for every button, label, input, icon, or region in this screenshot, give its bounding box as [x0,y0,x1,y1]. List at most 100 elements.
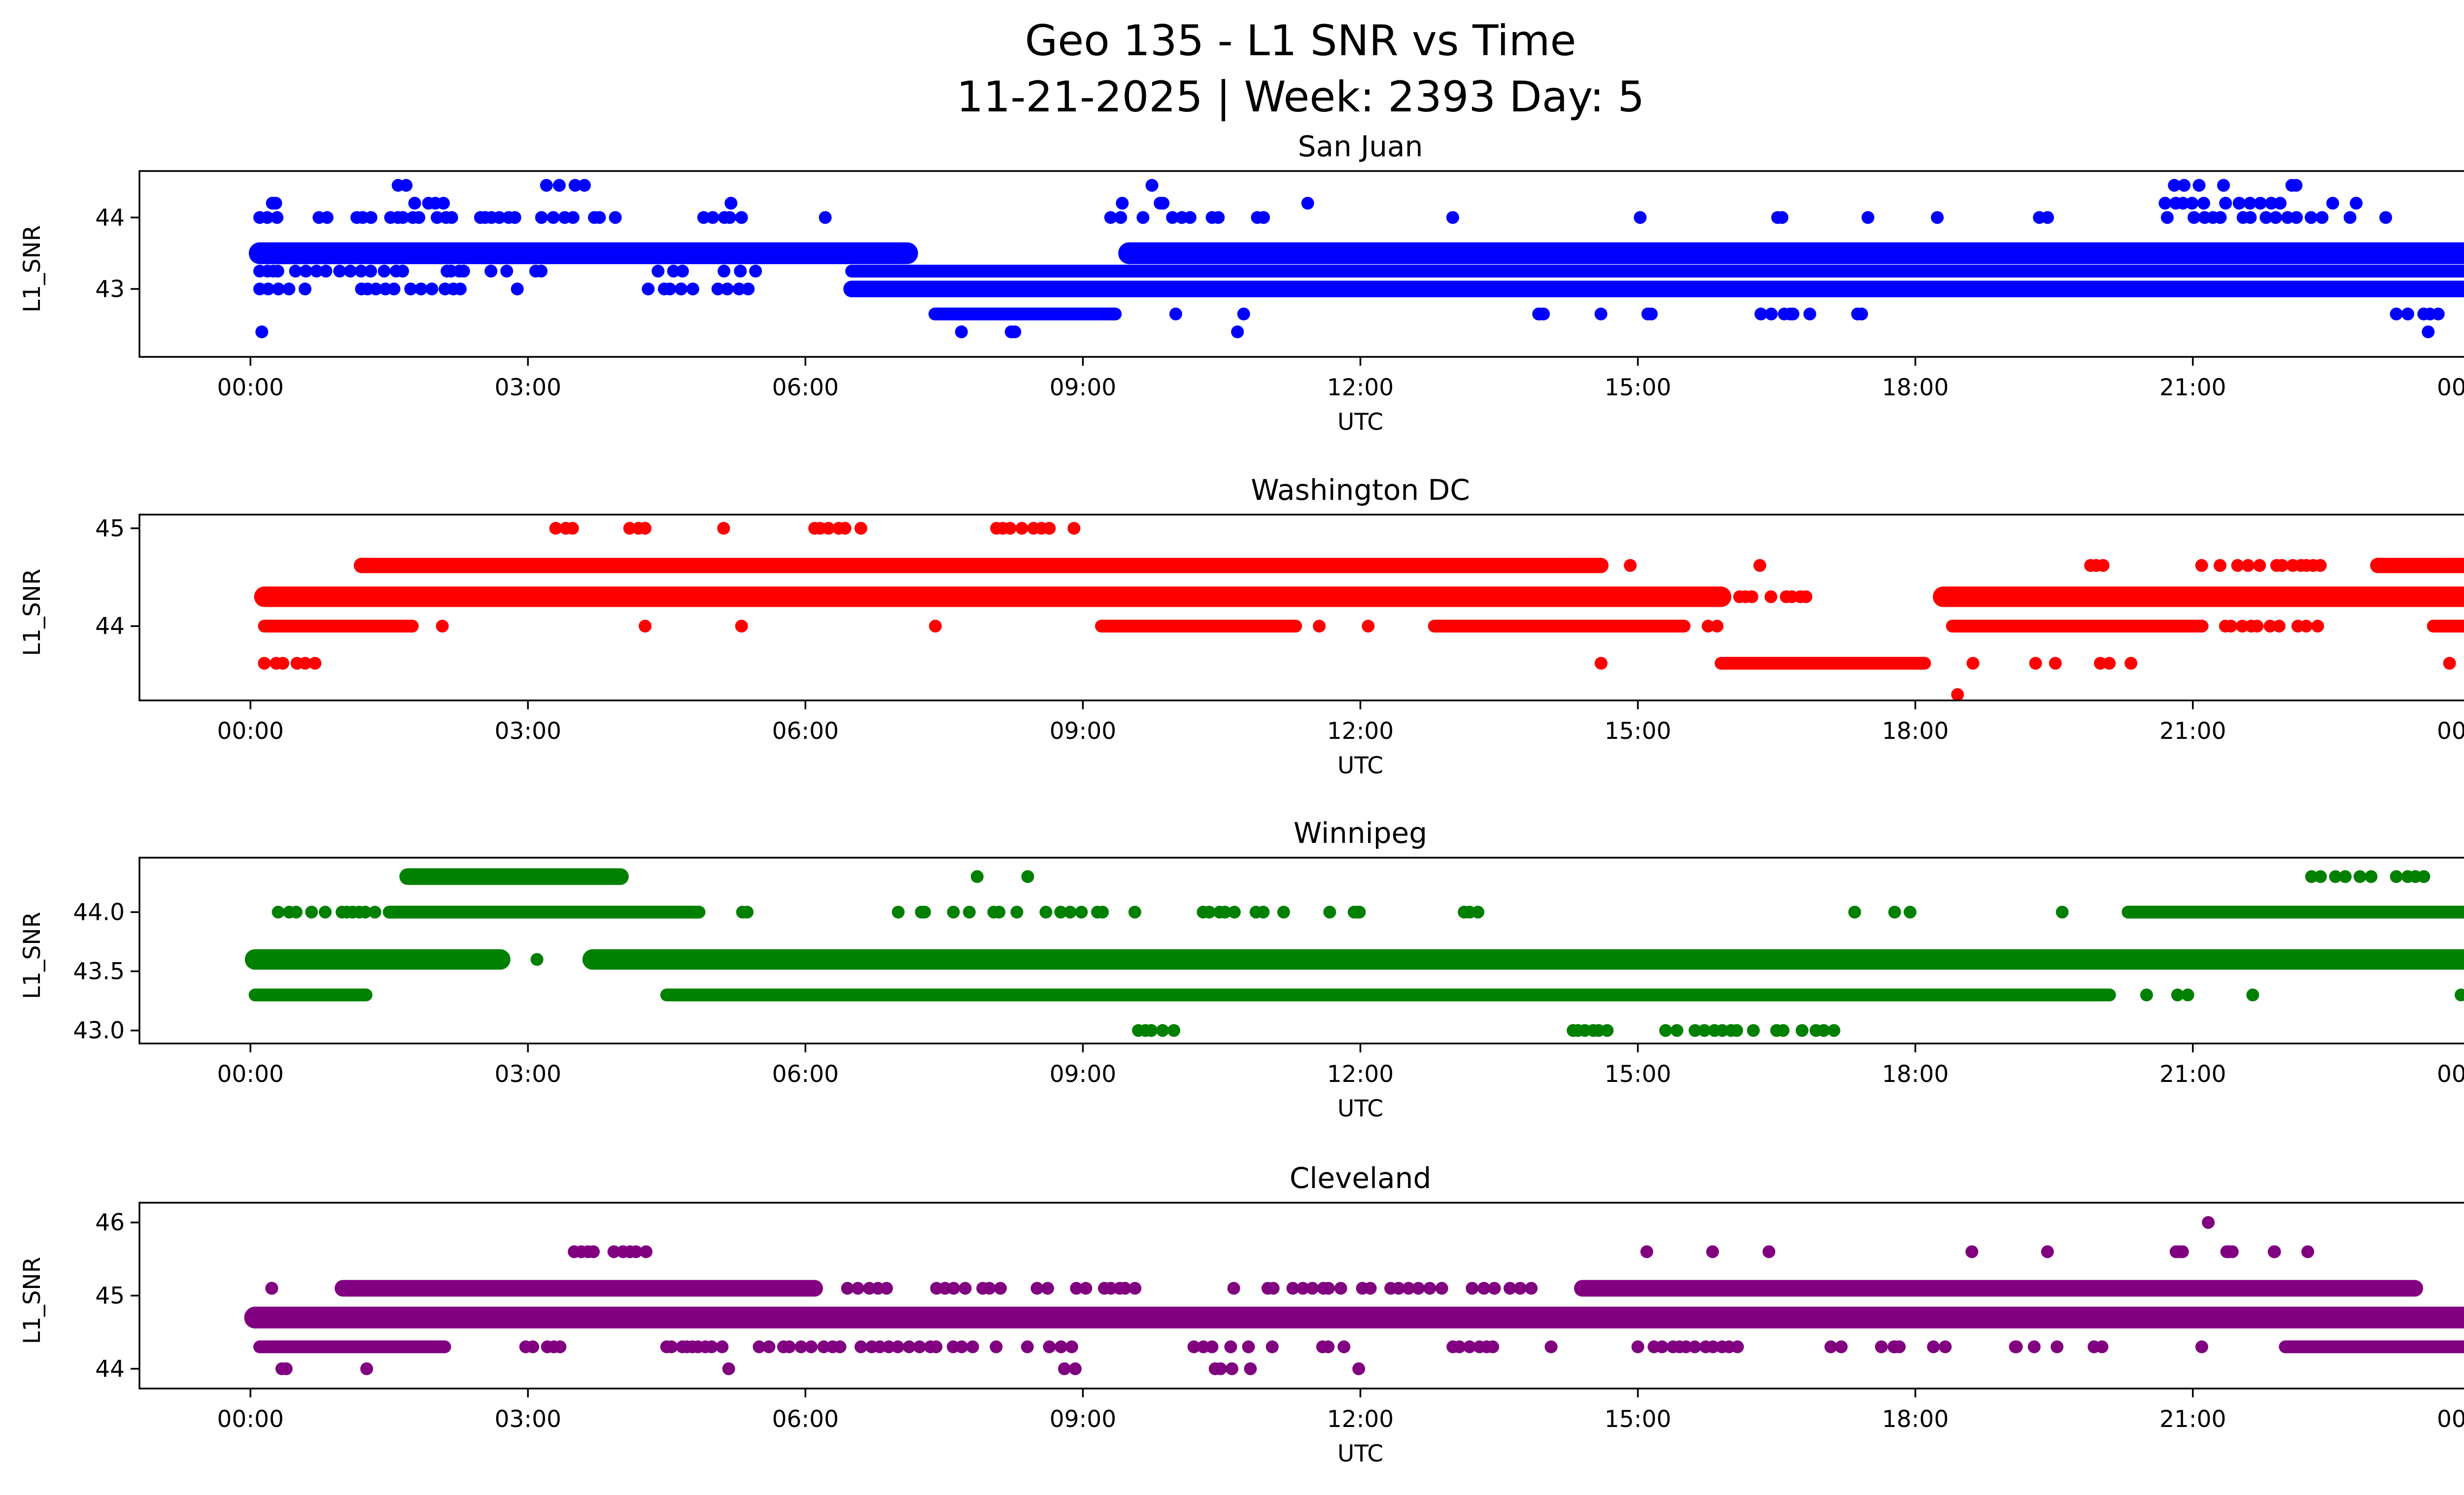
data-point [271,265,284,278]
data-point [851,1282,864,1295]
data-point [2224,620,2238,633]
data-point [500,265,513,278]
data-point [902,1340,916,1354]
data-point [2422,325,2435,339]
data-point [1075,905,1088,919]
data-point [609,211,622,224]
x-axis-label-san-juan: UTC [1337,409,1384,436]
subplot-title-san-juan: San Juan [1298,130,1423,163]
data-point [2160,211,2174,224]
data-point [1118,1282,1131,1295]
x-tick-label: 09:00 [1050,1406,1116,1433]
data-point [2299,620,2313,633]
data-point [1965,1245,1979,1258]
data-point [404,282,417,296]
data-point [1803,308,1816,320]
data-point [1875,1340,1888,1354]
x-tick-label: 15:00 [1605,718,1671,745]
data-point [2213,559,2226,572]
data-point [705,1340,718,1354]
data-point [553,1340,567,1354]
data-point [1237,308,1250,320]
data-point [2094,657,2107,670]
data-point [1228,905,1241,919]
data-point [1334,1282,1347,1295]
plot-frame [138,514,2464,701]
data-point [1114,211,1128,224]
data-point [873,1340,887,1354]
data-point [1392,1282,1405,1295]
data-point [298,282,311,296]
data-point [929,1340,943,1354]
x-tick-label: 21:00 [2159,718,2226,745]
data-point [929,620,942,633]
data-point [271,211,284,224]
data-point [947,1282,960,1295]
data-point [711,282,724,296]
data-point [2379,211,2393,224]
data-point [1412,1282,1425,1295]
data-point [2329,870,2342,883]
data-point [431,211,444,224]
data-point [1402,1282,1415,1295]
data-point [1104,211,1117,224]
data-point [2263,620,2277,633]
data-point [1065,1340,1078,1354]
data-point [2269,211,2282,224]
data-point [1003,522,1017,535]
data-point [1688,1340,1702,1354]
x-tick-label: 15:00 [1605,1061,1671,1088]
data-point [955,325,968,339]
data-point [665,1340,678,1354]
data-point [429,197,442,210]
data-point [2140,988,2153,1002]
data-point [272,905,285,919]
data-point [1224,1340,1237,1354]
data-point [2301,1245,2314,1258]
data-point [1322,1340,1335,1354]
x-tick-label: 06:00 [772,1061,839,1088]
data-point [1631,1340,1644,1354]
data-point [882,1340,895,1354]
plot-area-cleveland: 00:00 03:00 06:00 09:00 12:00 15:00 18:00 21:00… [95,1202,2464,1433]
data-point [1525,1282,1538,1295]
x-tick-label: 12:00 [1327,1406,1394,1433]
data-point [535,211,548,224]
data-point [343,265,357,278]
data-point [1504,1282,1517,1295]
y-tick-label: 45 [95,1283,125,1310]
data-point [2158,197,2172,210]
data-point [1145,1024,1158,1037]
data-point [992,905,1006,919]
data-point [841,1282,854,1295]
data-point [2225,1245,2239,1258]
data-point [1008,325,1022,339]
data-point [1266,1282,1280,1295]
data-point [1322,1282,1335,1295]
data-point [1931,211,1944,224]
data-point [794,1340,808,1354]
data-point [629,1245,643,1258]
y-tick-label: 43.5 [73,958,125,985]
data-point [639,620,652,633]
data-point [1486,1340,1500,1354]
data-point [1799,590,1813,603]
data-point [2314,870,2327,883]
data-point [2231,559,2244,572]
data-point [425,282,439,296]
data-point [1068,1362,1082,1375]
x-tick-label: 09:00 [1050,718,1116,745]
data-point [1640,1245,1653,1258]
data-point [1888,1340,1902,1354]
data-point [1594,308,1608,320]
data-point [1966,657,1980,670]
data-point [2272,620,2286,633]
data-point [1301,197,1314,210]
data-point [578,179,591,192]
data-point [2202,1216,2215,1229]
data-point [377,265,391,278]
data-point [2243,197,2257,210]
x-tick-label: 00:00 [217,1061,284,1088]
data-point [368,905,381,919]
data-point [305,905,318,919]
